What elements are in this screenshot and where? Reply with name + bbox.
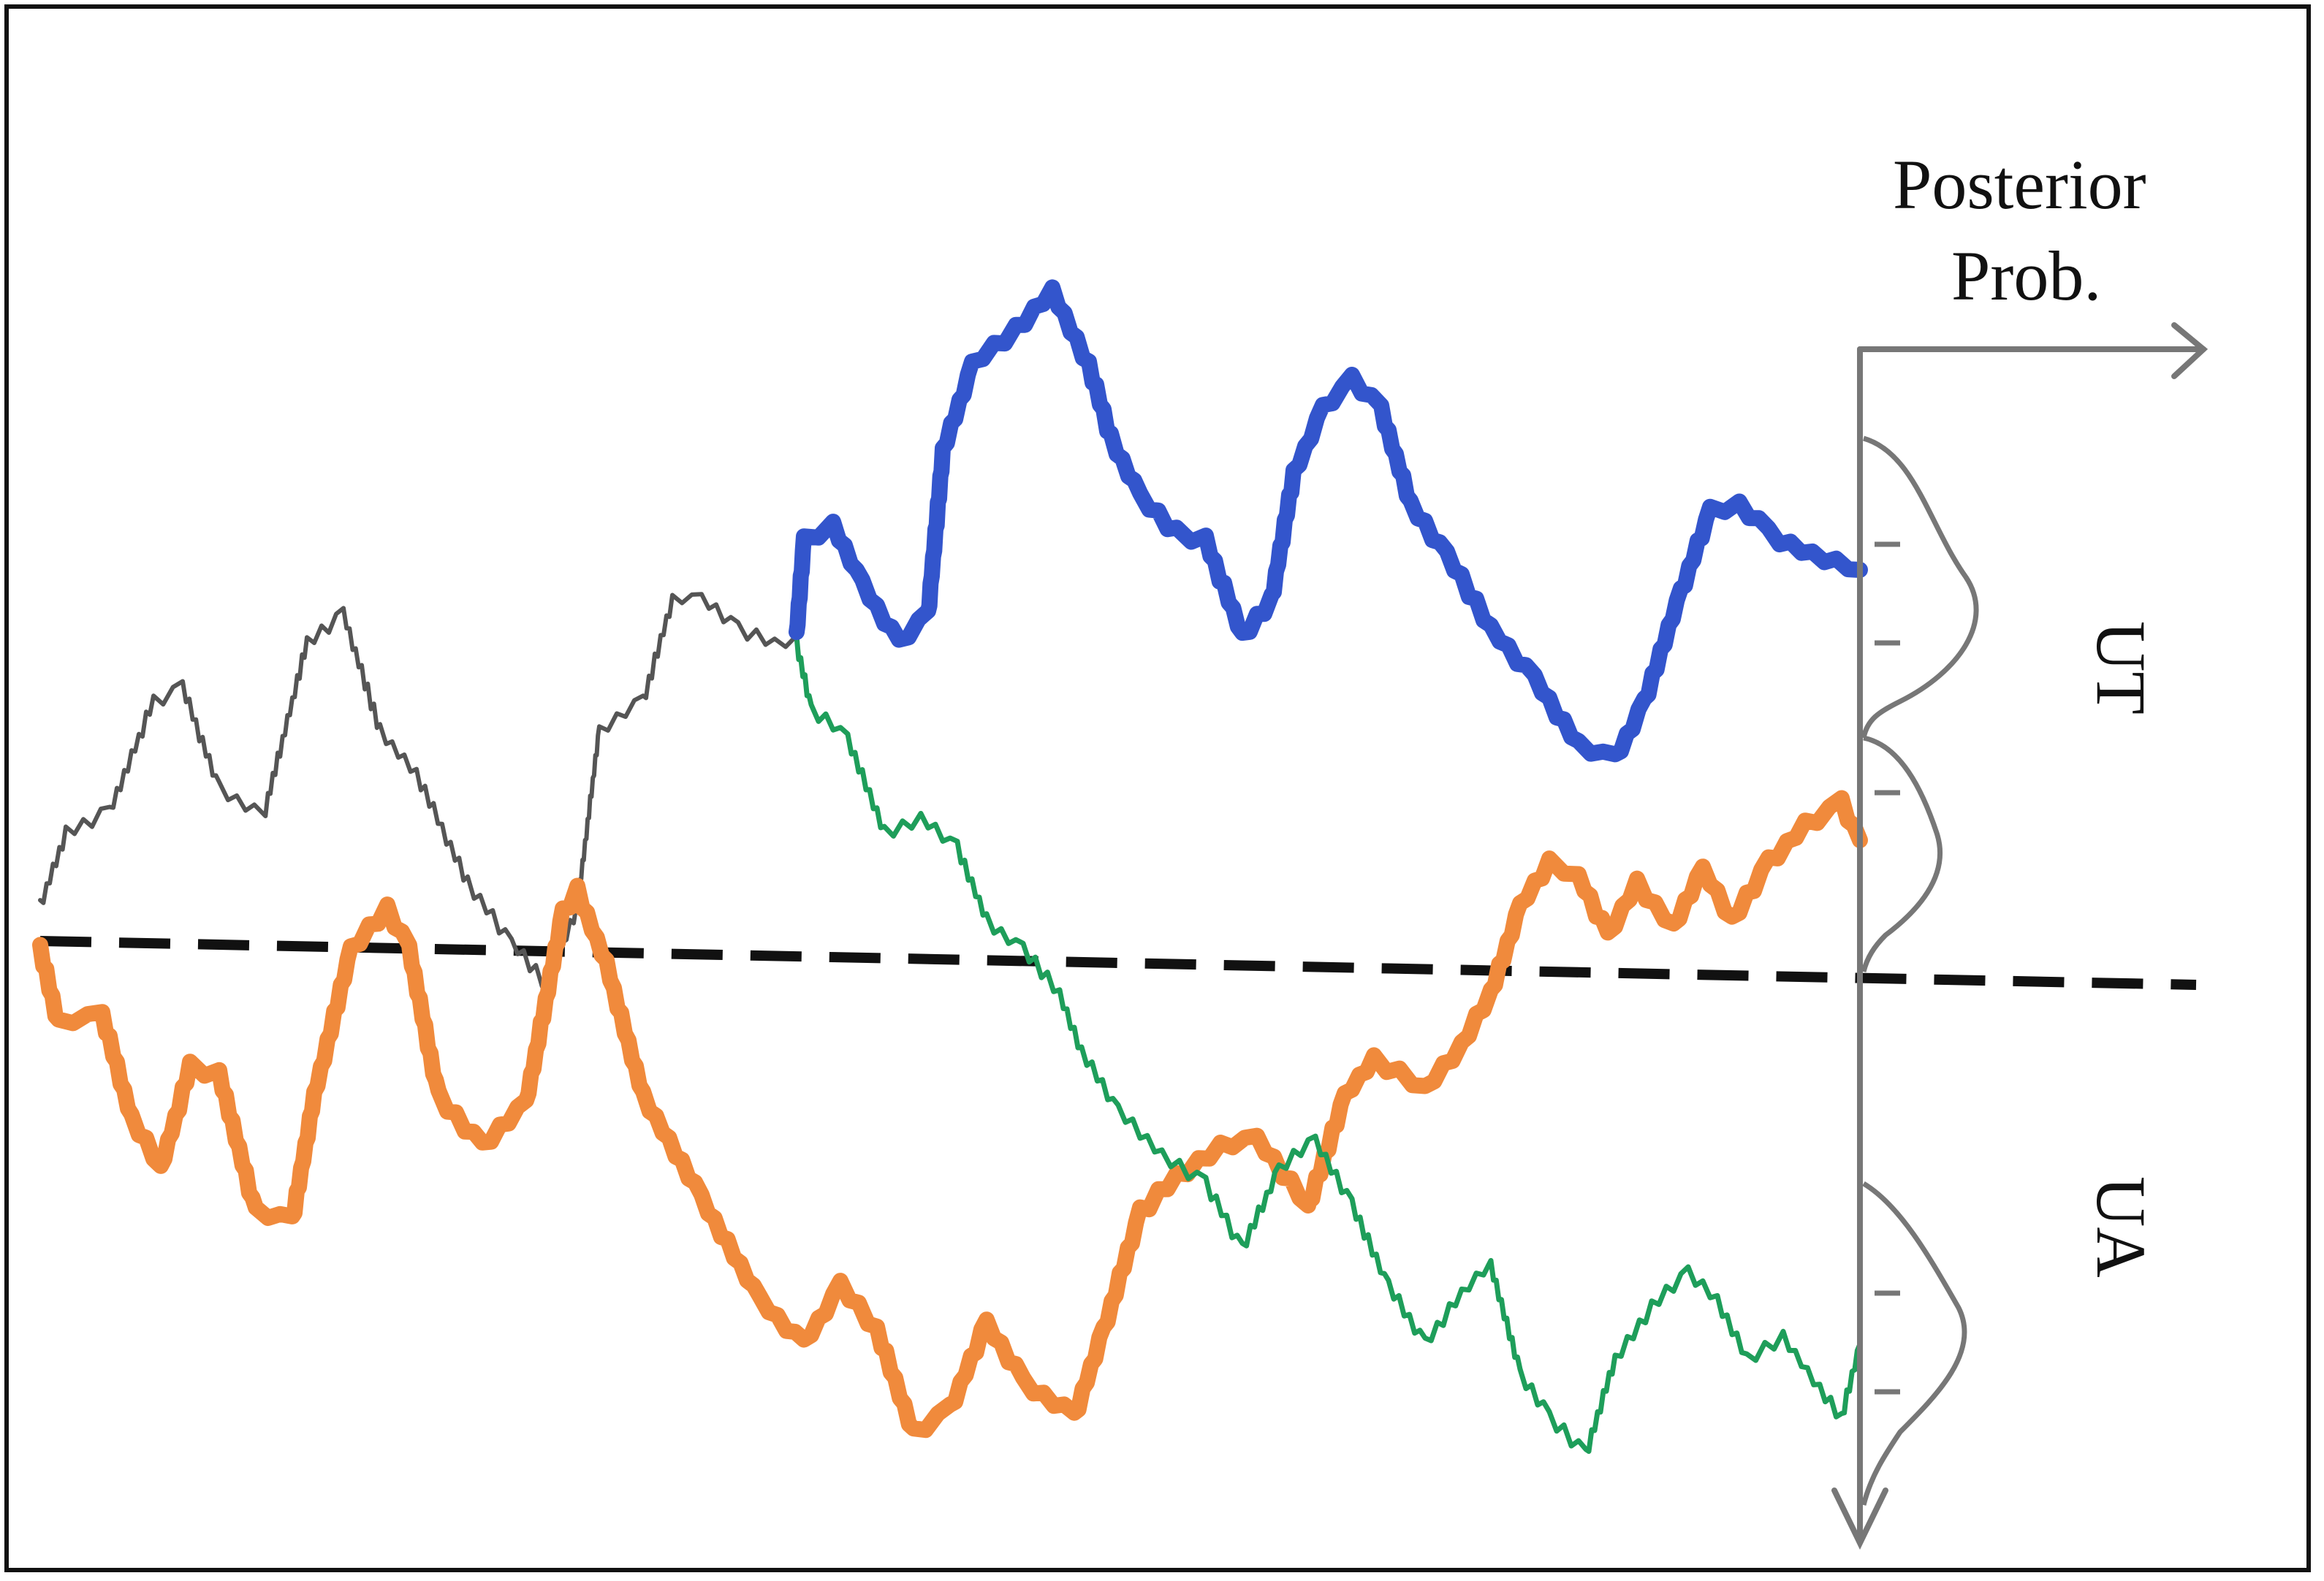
shared-prefix-walk-path (38, 592, 799, 989)
upper-region-label: UT (2082, 621, 2160, 715)
blue-walk-path (789, 279, 1868, 763)
posterior-distribution-curves (1861, 435, 1979, 1506)
green-walk-path (794, 633, 1863, 1454)
lower-region-label: UA (2082, 1176, 2160, 1278)
axis-title-line2: Prob. (1951, 237, 2101, 315)
upper-distribution-curve-2 (1861, 735, 1943, 972)
orange-walk-path-early (32, 877, 1316, 1439)
upper-distribution-curve-1 (1861, 435, 1979, 739)
orange-walk-path-late (1300, 790, 1868, 1210)
lower-distribution-curve (1861, 1181, 1967, 1506)
posterior-axis (1831, 322, 2209, 1550)
threshold-dashed-line (39, 936, 2197, 990)
figure-frame (4, 4, 2311, 1572)
axis-title-line1: Posterior (1893, 145, 2146, 224)
